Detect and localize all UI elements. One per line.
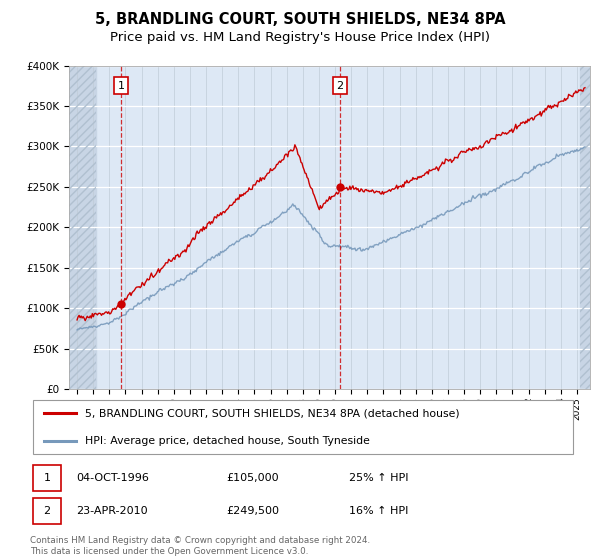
Text: 23-APR-2010: 23-APR-2010	[76, 506, 148, 516]
Bar	[69, 66, 97, 389]
Text: 04-OCT-1996: 04-OCT-1996	[76, 473, 149, 483]
Text: 1: 1	[43, 473, 50, 483]
FancyBboxPatch shape	[33, 400, 573, 454]
Bar	[69, 66, 97, 389]
FancyBboxPatch shape	[33, 465, 61, 491]
Text: HPI: Average price, detached house, South Tyneside: HPI: Average price, detached house, Sout…	[85, 436, 370, 446]
Text: 2: 2	[337, 81, 344, 91]
Bar	[580, 66, 590, 389]
Text: 25% ↑ HPI: 25% ↑ HPI	[349, 473, 409, 483]
Text: Contains HM Land Registry data © Crown copyright and database right 2024.
This d: Contains HM Land Registry data © Crown c…	[30, 536, 370, 556]
Text: 5, BRANDLING COURT, SOUTH SHIELDS, NE34 8PA: 5, BRANDLING COURT, SOUTH SHIELDS, NE34 …	[95, 12, 505, 27]
Text: Price paid vs. HM Land Registry's House Price Index (HPI): Price paid vs. HM Land Registry's House …	[110, 31, 490, 44]
Text: 5, BRANDLING COURT, SOUTH SHIELDS, NE34 8PA (detached house): 5, BRANDLING COURT, SOUTH SHIELDS, NE34 …	[85, 408, 459, 418]
Text: 16% ↑ HPI: 16% ↑ HPI	[349, 506, 409, 516]
Bar	[580, 66, 590, 389]
FancyBboxPatch shape	[33, 498, 61, 524]
Text: £249,500: £249,500	[227, 506, 280, 516]
Text: £105,000: £105,000	[227, 473, 279, 483]
Text: 2: 2	[43, 506, 50, 516]
Text: 1: 1	[118, 81, 125, 91]
